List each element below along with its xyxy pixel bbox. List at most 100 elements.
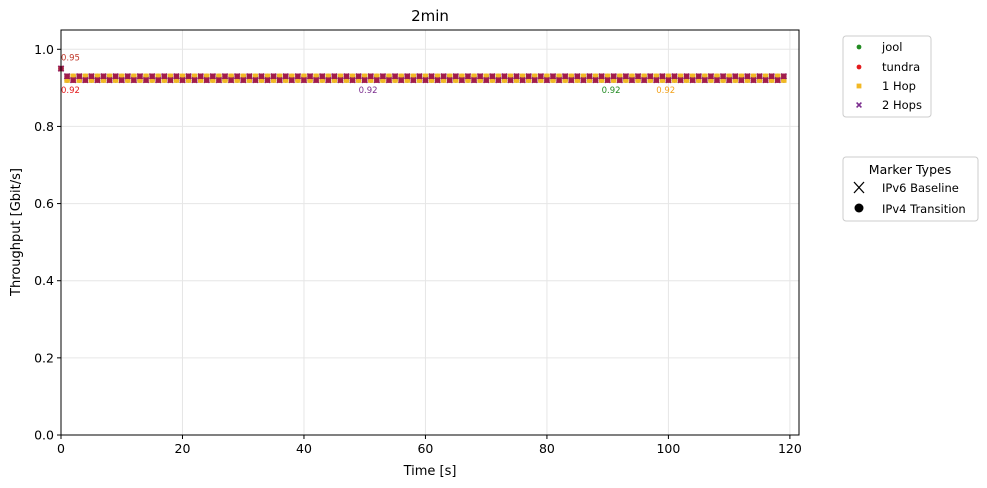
- data-point: [125, 77, 131, 83]
- data-point: [112, 73, 119, 79]
- data-point: [580, 77, 587, 83]
- data-point: [501, 73, 508, 79]
- data-point: [355, 73, 362, 79]
- data-point: [349, 73, 356, 79]
- data-point: [696, 73, 702, 79]
- data-point: [690, 77, 696, 83]
- data-point: [82, 73, 88, 79]
- data-point: [586, 73, 593, 79]
- data-point: [629, 77, 635, 83]
- data-point: [222, 77, 228, 83]
- data-point: [325, 73, 331, 79]
- data-point: [106, 77, 113, 83]
- data-point: [659, 73, 666, 79]
- data-point: [574, 73, 580, 79]
- data-point: [453, 73, 459, 79]
- data-point: [434, 73, 441, 79]
- data-point: [416, 77, 423, 83]
- data-point: [568, 77, 574, 83]
- data-point: [337, 73, 344, 79]
- data-point: [653, 77, 659, 83]
- data-point: [453, 77, 459, 83]
- data-point: [343, 73, 350, 79]
- legend-label-2-hops: 2 Hops: [882, 98, 922, 112]
- data-point: [641, 73, 647, 79]
- data-point: [696, 77, 702, 83]
- marker-legend: Marker Types IPv6 Baseline IPv4 Transiti…: [842, 156, 979, 222]
- data-point: [708, 73, 714, 79]
- data-point: [738, 73, 744, 79]
- data-point: [422, 77, 429, 83]
- data-point: [702, 73, 708, 79]
- data-point: [562, 73, 568, 79]
- data-point: [556, 77, 562, 83]
- data-point: [319, 73, 325, 79]
- data-point: [167, 77, 174, 83]
- data-point: [149, 77, 155, 83]
- value-annotation: 0.92: [656, 86, 675, 96]
- y-axis-label: Throughput [Gbit/s]: [9, 168, 24, 297]
- data-point: [246, 73, 252, 79]
- data-point: [295, 77, 301, 83]
- data-point: [252, 77, 259, 83]
- data-point: [210, 77, 216, 83]
- data-point: [283, 73, 289, 79]
- data-point: [258, 77, 265, 83]
- data-point: [738, 77, 744, 83]
- data-point: [428, 77, 435, 83]
- data-point: [532, 77, 538, 83]
- data-point: [100, 77, 107, 83]
- data-point: [665, 73, 672, 79]
- data-point: [191, 73, 198, 79]
- data-point: [119, 73, 125, 79]
- data-point: [112, 77, 119, 83]
- data-point: [750, 77, 757, 83]
- data-point: [568, 73, 574, 79]
- data-point: [714, 77, 720, 83]
- data-point: [635, 73, 641, 79]
- data-point: [702, 77, 708, 83]
- data-point: [283, 77, 289, 83]
- data-point: [155, 73, 161, 79]
- data-point: [94, 73, 101, 79]
- data-point: [374, 77, 380, 83]
- data-point: [137, 77, 143, 83]
- series-legend-markers: [856, 44, 862, 108]
- data-point: [204, 73, 210, 79]
- chart-title: 2min: [411, 7, 449, 25]
- data-point: [489, 77, 495, 83]
- data-point: [76, 73, 82, 79]
- data-point: [416, 73, 423, 79]
- data-point: [119, 77, 125, 83]
- data-point: [629, 73, 635, 79]
- value-annotation: 0.92: [602, 86, 621, 96]
- value-annotation: 0.92: [61, 86, 80, 96]
- data-point: [647, 73, 653, 79]
- data-point: [343, 77, 350, 83]
- data-point: [222, 73, 228, 79]
- data-point: [495, 77, 502, 83]
- data-point: [191, 77, 198, 83]
- data-point: [276, 77, 283, 83]
- data-point: [598, 73, 605, 79]
- x-tick-label: 40: [296, 441, 312, 456]
- marker-legend-label-ipv6: IPv6 Baseline: [882, 181, 959, 195]
- data-point: [465, 77, 471, 83]
- data-point: [744, 77, 751, 83]
- data-points: [57, 65, 788, 84]
- data-point: [368, 77, 374, 83]
- data-point: [641, 77, 647, 83]
- data-point: [234, 77, 240, 83]
- x-marker-icon: [853, 181, 865, 194]
- data-point: [550, 73, 556, 79]
- data-point: [204, 77, 210, 83]
- series-legend-box: [842, 35, 932, 118]
- data-point: [526, 77, 532, 83]
- data-point: [143, 73, 149, 79]
- legend-marker-2-hops: [856, 102, 862, 108]
- data-point: [301, 73, 307, 79]
- data-point: [228, 73, 234, 79]
- data-point: [428, 73, 435, 79]
- marker-legend-box: [842, 156, 979, 222]
